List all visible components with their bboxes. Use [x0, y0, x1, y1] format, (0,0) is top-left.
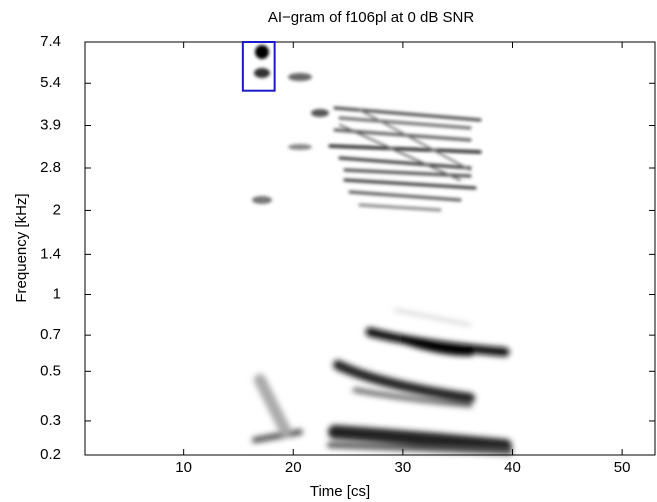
y-tick-label: 1: [53, 285, 61, 302]
x-tick-label: 30: [395, 459, 412, 476]
x-tick-label: 20: [285, 459, 302, 476]
x-axis-label: Time [cs]: [310, 483, 370, 500]
y-tick-label: 2.8: [40, 159, 61, 176]
y-tick-label: 2: [53, 201, 61, 218]
y-tick-label: 3.9: [40, 116, 61, 133]
y-tick-label: 0.5: [40, 362, 61, 379]
y-tick-label: 1.4: [40, 245, 61, 262]
y-tick-label: 7.4: [40, 33, 61, 50]
chart-title: AI−gram of f106pl at 0 dB SNR: [268, 9, 475, 26]
y-tick-label: 0.7: [40, 326, 61, 343]
y-tick-label: 0.3: [40, 412, 61, 429]
x-tick-label: 40: [504, 459, 521, 476]
y-tick-label: 0.2: [40, 446, 61, 463]
highlight-box: [241, 41, 276, 92]
x-tick-label: 10: [175, 459, 192, 476]
spectrogram-texture: [252, 45, 513, 455]
y-tick-label: 5.4: [40, 74, 61, 91]
plot-frame: [84, 41, 656, 456]
y-axis-label: Frequency [kHz]: [13, 193, 30, 302]
x-tick-label: 50: [614, 459, 631, 476]
